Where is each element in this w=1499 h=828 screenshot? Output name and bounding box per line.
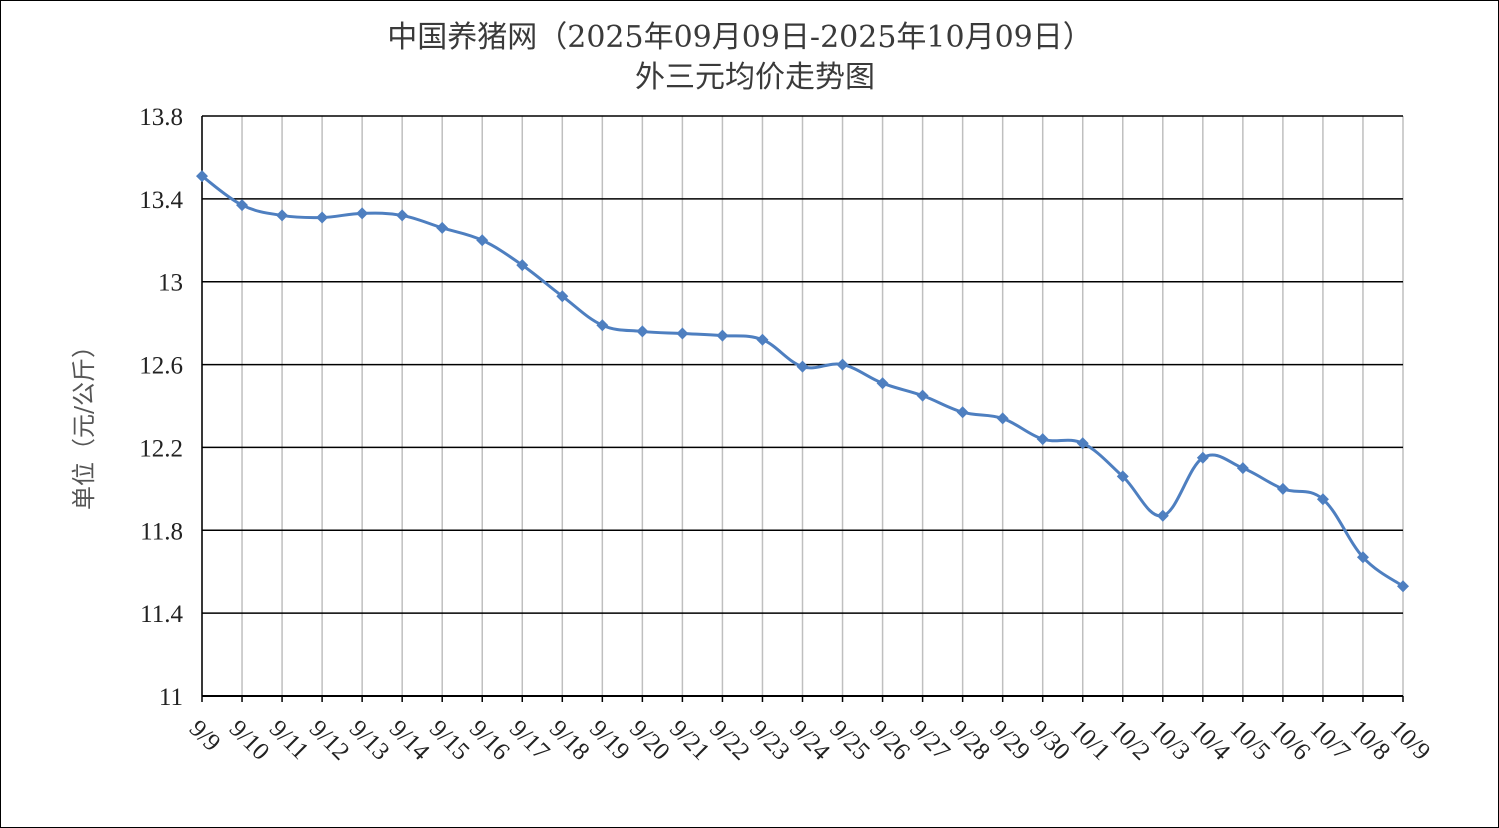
chart-subtitle: 外三元均价走势图 [635, 60, 875, 95]
data-point-marker [556, 290, 569, 303]
x-tick-label: 10/4 [1185, 715, 1236, 766]
y-tick-label: 11.4 [140, 601, 183, 628]
x-tick-label: 10/7 [1305, 715, 1356, 766]
x-tick-label: 10/5 [1225, 715, 1276, 766]
x-tick-label: 9/14 [384, 715, 435, 766]
x-tick-label: 9/23 [744, 715, 795, 766]
x-tick-label: 9/22 [704, 715, 755, 766]
data-point-marker [796, 360, 809, 373]
x-tick-label: 9/28 [944, 715, 995, 766]
data-point-marker [1356, 551, 1369, 564]
x-tick-label: 9/27 [904, 715, 955, 766]
data-point-marker [1316, 493, 1329, 506]
data-point-marker [596, 319, 609, 332]
x-tick-label: 9/16 [464, 715, 515, 766]
y-tick-labels: 11 11.4 11.8 12.2 12.6 13 13.4 13.8 [139, 104, 183, 711]
x-tick-label: 9/24 [784, 715, 835, 766]
data-point-marker [916, 389, 929, 402]
data-point-marker [476, 234, 489, 247]
x-tick-label: 10/3 [1145, 715, 1196, 766]
data-point-marker [716, 329, 729, 342]
data-point-marker [996, 412, 1009, 425]
x-tick-labels: 9/99/109/119/129/139/149/159/169/179/189… [184, 715, 1436, 766]
x-tick-label: 9/29 [984, 715, 1035, 766]
x-tick-label: 10/1 [1064, 715, 1115, 766]
y-tick-label: 13.8 [139, 104, 183, 131]
x-tick-label: 9/9 [184, 715, 226, 757]
x-tick-label: 10/8 [1345, 715, 1396, 766]
axes [201, 116, 1404, 702]
x-tick-label: 9/10 [224, 715, 275, 766]
x-tick-label: 9/26 [864, 715, 915, 766]
data-point-marker [1196, 451, 1209, 464]
y-tick-label: 11 [159, 684, 183, 711]
y-tick-label: 11.8 [140, 518, 183, 545]
data-point-marker [356, 207, 369, 220]
x-tick-label: 9/18 [544, 715, 595, 766]
x-tick-label: 9/20 [624, 715, 675, 766]
x-tick-label: 10/9 [1385, 715, 1436, 766]
data-point-marker [196, 170, 208, 183]
x-tick-label: 9/15 [424, 715, 475, 766]
x-tick-label: 9/11 [264, 715, 314, 765]
x-tick-label: 9/17 [504, 715, 555, 766]
data-markers [196, 170, 1409, 593]
x-tick-label: 9/21 [664, 715, 715, 766]
x-tick-label: 9/25 [824, 715, 875, 766]
data-point-marker [1236, 462, 1249, 475]
data-point-marker [1116, 470, 1129, 483]
data-point-marker [1397, 580, 1409, 593]
data-point-marker [316, 211, 329, 224]
data-point-marker [876, 377, 889, 390]
data-point-marker [956, 406, 969, 419]
grid [201, 115, 1404, 696]
x-tick-label: 9/12 [304, 715, 355, 766]
data-point-marker [1276, 482, 1289, 495]
data-point-marker [436, 221, 449, 234]
data-point-marker [1036, 433, 1049, 446]
data-point-marker [636, 325, 649, 338]
x-tick-label: 9/13 [344, 715, 395, 766]
y-tick-label: 13.4 [139, 187, 183, 214]
data-point-marker [836, 358, 849, 371]
x-tick-label: 10/2 [1105, 715, 1156, 766]
chart-title: 中国养猪网（2025年09月09日-2025年10月09日） [387, 20, 1093, 55]
data-point-marker [236, 199, 249, 212]
data-point-marker [516, 259, 529, 272]
data-point-marker [276, 209, 289, 222]
y-tick-label: 12.6 [139, 353, 183, 380]
x-tick-label: 9/19 [584, 715, 635, 766]
data-point-marker [756, 333, 769, 346]
x-tick-label: 10/6 [1265, 715, 1316, 766]
data-point-marker [1156, 509, 1169, 522]
data-point-marker [676, 327, 689, 340]
y-tick-label: 12.2 [139, 435, 183, 462]
data-point-marker [396, 209, 409, 222]
data-point-marker [1076, 437, 1089, 450]
y-axis-label: 单位（元/公斤） [70, 334, 98, 510]
y-tick-label: 13 [158, 270, 183, 297]
x-tick-label: 9/30 [1024, 715, 1075, 766]
